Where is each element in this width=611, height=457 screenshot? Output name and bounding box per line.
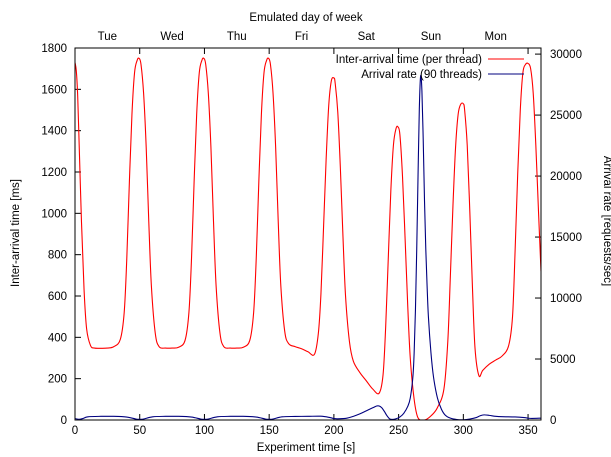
x-tick-label: 300 — [454, 425, 473, 437]
y-left-tick-label: 1600 — [41, 84, 67, 96]
top-tick-label: Mon — [485, 31, 507, 43]
y-right-tick-label: 0 — [550, 415, 556, 427]
y-left-tick-label: 400 — [48, 332, 67, 344]
plot-frame — [74, 47, 542, 421]
y-right-tick-label: 25000 — [550, 110, 582, 122]
top-tick-label: Wed — [160, 31, 183, 43]
y-right-tick-label: 15000 — [550, 232, 582, 244]
series-line-arrival-rate — [75, 74, 541, 420]
legend: Inter-arrival time (per thread) Arrival … — [336, 54, 524, 81]
y-left-tick-label: 0 — [61, 415, 67, 427]
top-tick-label: Sun — [421, 31, 441, 43]
y-left-tick-label: 200 — [48, 374, 67, 386]
x-tick-label: 350 — [518, 425, 537, 437]
y-left-tick-label: 1200 — [41, 167, 67, 179]
y-right-axis-title: Arrival rate [requests/sec] — [601, 156, 611, 286]
legend-label-inter-arrival: Inter-arrival time (per thread) — [336, 54, 483, 66]
y-right-tick-label: 10000 — [550, 293, 582, 305]
y-right-tick-label: 20000 — [550, 171, 582, 183]
top-tick-label: Fri — [295, 31, 308, 43]
y-right-tick-label: 5000 — [550, 354, 576, 366]
y-left-axis-title: Inter-arrival time [ms] — [10, 179, 22, 287]
y-left-tick-label: 600 — [48, 291, 67, 303]
x-tick-label: 250 — [389, 425, 408, 437]
top-tick-label: Thu — [227, 31, 247, 43]
y-left-tick-label: 1800 — [41, 43, 67, 55]
y-left-tick-label: 1400 — [41, 126, 67, 138]
x-tick-label: 50 — [133, 425, 146, 437]
axis-tick-labels: 0 50 100 150 200 250 300 350 Tue Wed Thu Fri Sat Sun M… — [41, 31, 582, 437]
x-tick-label: 200 — [324, 425, 343, 437]
top-tick-label: Tue — [98, 31, 117, 43]
y-right-tick-label: 30000 — [550, 49, 582, 61]
top-axis-title: Emulated day of week — [249, 12, 362, 24]
y-left-tick-label: 800 — [48, 250, 67, 262]
series-group — [75, 57, 541, 420]
legend-label-arrival-rate: Arrival rate (90 threads) — [361, 69, 482, 81]
x-tick-label: 150 — [260, 425, 279, 437]
top-tick-label: Sat — [358, 31, 376, 43]
x-axis-title: Experiment time [s] — [257, 442, 355, 454]
x-tick-label: 0 — [72, 425, 78, 437]
y-left-tick-label: 1000 — [41, 208, 67, 220]
x-tick-label: 100 — [195, 425, 214, 437]
series-line-inter-arrival — [75, 57, 541, 420]
